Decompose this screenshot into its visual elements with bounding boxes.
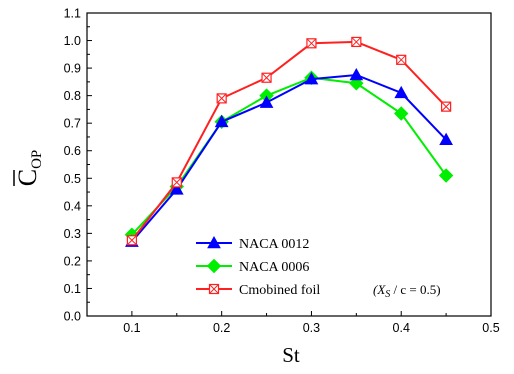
y-axis-title-sub: OP [29, 150, 45, 169]
x-tick-label: 0.3 [303, 321, 320, 335]
legend-marker [208, 283, 220, 295]
y-tick-label: 0.7 [64, 117, 81, 131]
data-point [214, 114, 229, 128]
data-point [306, 38, 317, 49]
series-0 [125, 67, 453, 247]
x-tick-label: 0.1 [123, 321, 140, 335]
legend-label: NACA 0006 [239, 260, 309, 275]
svg-text:COP: COP [13, 150, 45, 187]
series-line [131, 76, 447, 236]
y-tick-label: 0.9 [64, 62, 81, 76]
data-point [394, 85, 409, 99]
data-point [171, 177, 182, 188]
y-tick-label: 0.0 [64, 310, 81, 324]
legend-item: Cmobined foil (XS / c = 0.5) [196, 282, 441, 300]
legend-item: NACA 0012 [196, 235, 309, 252]
legend-label: Cmobined foil [239, 283, 320, 298]
y-tick-label: 0.8 [64, 89, 81, 103]
legend-item: NACA 0006 [196, 258, 309, 275]
y-tick-label: 1.1 [64, 7, 81, 21]
data-point [169, 182, 184, 195]
data-point [351, 36, 362, 48]
series-layer [124, 36, 454, 247]
data-point [126, 235, 137, 246]
y-tick-label: 0.3 [64, 227, 81, 241]
y-tick-label: 1.0 [64, 34, 81, 48]
x-tick-label: 0.4 [393, 321, 410, 335]
data-point [441, 101, 452, 112]
series-line [131, 40, 447, 241]
data-point [438, 168, 454, 183]
y-axis-title: COP [13, 150, 45, 187]
series-line [131, 73, 447, 243]
data-point [304, 72, 319, 85]
x-tick-label: 0.5 [482, 321, 499, 335]
x-axis-title: St [282, 343, 300, 367]
x-tick-label: 0.2 [213, 321, 230, 335]
data-point [349, 67, 364, 81]
data-point [261, 72, 272, 83]
y-tick-label: 0.4 [64, 199, 81, 213]
legend-marker [207, 235, 221, 249]
y-tick-label: 0.2 [64, 254, 81, 268]
legend-label: NACA 0012 [239, 237, 309, 252]
data-point [259, 95, 274, 108]
legend-marker [206, 258, 222, 274]
y-tick-label: 0.5 [64, 172, 81, 186]
legend-note: (XS / c = 0.5) [373, 282, 441, 300]
y-tick-label: 0.1 [64, 282, 81, 296]
data-point [439, 132, 453, 146]
data-point [396, 54, 407, 65]
plot-frame [86, 12, 492, 317]
y-tick-label: 0.6 [64, 144, 81, 158]
legend: NACA 0012 NACA 0006 Cmobined foil (XS / c =… [196, 235, 441, 300]
data-point [394, 106, 409, 121]
tick-labels: 0.1 0.2 0.3 0.4 0.5 0.0 0.1 0.2 0.3 0.4 0.5 0.6 0.7 0… [64, 7, 500, 336]
y-axis-title-main: C [13, 169, 42, 186]
data-point [216, 93, 227, 104]
series-2 [126, 36, 452, 246]
